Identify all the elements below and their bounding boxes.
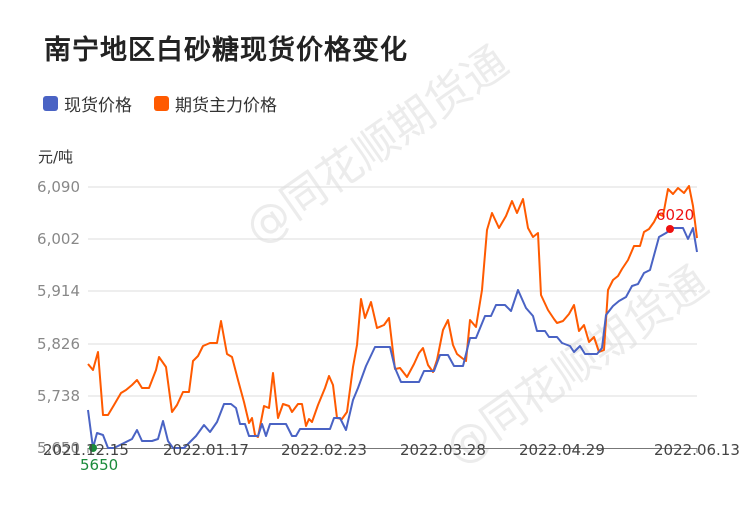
min-point-label: 5650 — [80, 456, 118, 474]
futures-price-line[interactable] — [87, 185, 698, 438]
spot-price-line[interactable] — [87, 227, 698, 449]
x-tick-label: 2022.01.17 — [163, 441, 249, 459]
y-tick-label: 5,738 — [37, 387, 80, 405]
legend-item-spot[interactable]: 现货价格 — [43, 91, 132, 116]
x-tick-label: 2022.04.29 — [519, 441, 605, 459]
x-tick-label: 2022.02.23 — [281, 441, 367, 459]
min-point-marker[interactable] — [89, 444, 97, 452]
legend-swatch-spot — [43, 96, 58, 111]
legend: 现货价格 期货主力价格 — [43, 91, 277, 116]
y-tick-label: 5,650 — [37, 439, 80, 457]
max-point-marker[interactable] — [666, 225, 674, 233]
legend-label-spot: 现货价格 — [64, 96, 132, 116]
legend-swatch-futures — [154, 96, 169, 111]
x-axis — [87, 448, 698, 453]
y-tick-label: 6,002 — [37, 230, 80, 248]
legend-item-futures[interactable]: 期货主力价格 — [154, 91, 277, 116]
max-point-label: 6020 — [656, 206, 694, 224]
x-tick-label: 2022.03.28 — [400, 441, 486, 459]
chart-title: 南宁地区白砂糖现货价格变化 — [44, 35, 408, 66]
grid-lines — [88, 186, 697, 397]
legend-label-futures: 期货主力价格 — [175, 96, 277, 116]
x-tick-label: 2021.12.15 — [43, 441, 129, 459]
y-tick-label: 5,826 — [37, 335, 80, 353]
y-tick-label: 5,914 — [37, 282, 80, 300]
y-axis-unit: 元/吨 — [38, 148, 74, 166]
y-tick-label: 6,090 — [37, 178, 80, 196]
x-tick-label: 2022.06.13 — [654, 441, 740, 459]
